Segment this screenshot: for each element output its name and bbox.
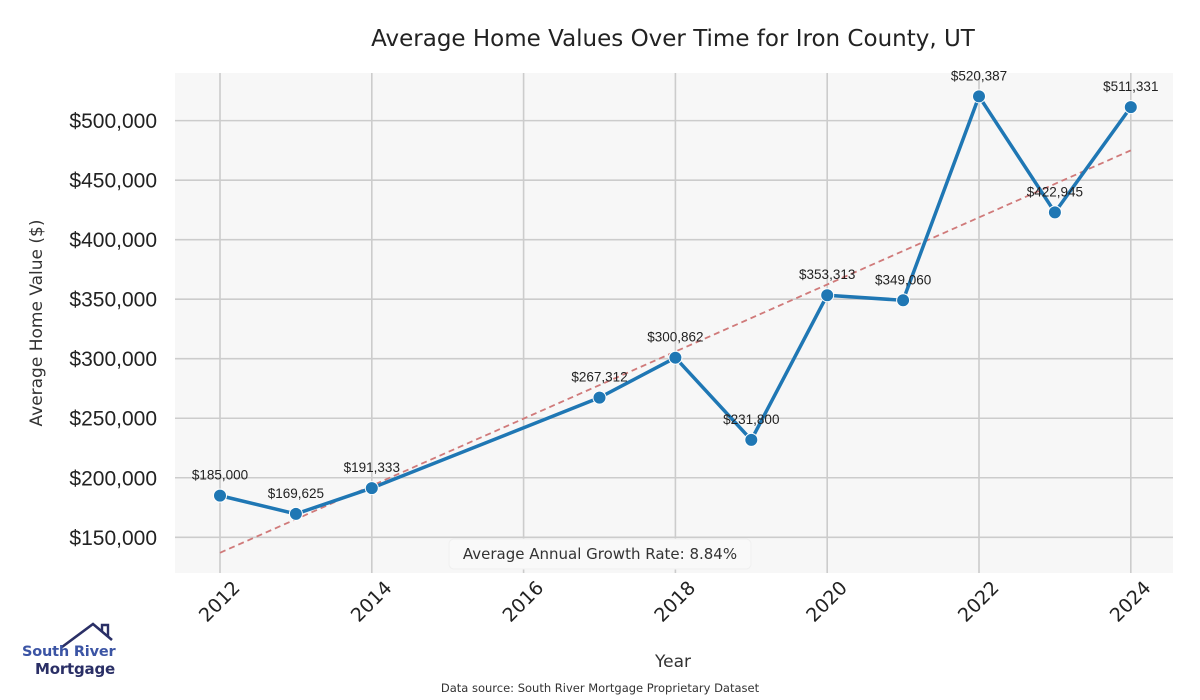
data-label: $169,625 [268, 486, 324, 501]
x-tick-label: 2014 [347, 577, 397, 627]
data-point [972, 89, 986, 104]
data-point [1123, 100, 1138, 115]
data-label: $520,387 [951, 68, 1007, 83]
data-label: $185,000 [192, 468, 248, 483]
x-tick-label: 2016 [498, 577, 548, 627]
y-tick-label: $250,000 [69, 408, 157, 431]
logo-line-2: Mortgage [35, 660, 115, 678]
x-tick-label: 2020 [802, 577, 852, 627]
chart-title: Average Home Values Over Time for Iron C… [371, 26, 976, 52]
y-tick-label: $300,000 [69, 348, 157, 371]
data-label: $349,060 [875, 272, 931, 287]
data-point [592, 390, 607, 405]
y-tick-label: $400,000 [69, 229, 157, 252]
data-point [820, 288, 835, 303]
data-point [364, 481, 379, 496]
data-point [744, 432, 759, 447]
gridlines [175, 73, 1173, 573]
y-tick-label: $200,000 [69, 467, 157, 490]
data-label: $267,312 [571, 370, 627, 385]
data-label: $300,862 [647, 330, 703, 345]
data-point [288, 506, 303, 521]
data-label: $511,331 [1103, 79, 1158, 94]
company-logo: South River Mortgage [18, 620, 128, 682]
data-point [1047, 205, 1062, 220]
x-tick-label: 2022 [954, 577, 1004, 627]
y-tick-label: $500,000 [69, 110, 157, 133]
y-axis-label: Average Home Value ($) [27, 220, 47, 427]
y-tick-label: $450,000 [69, 170, 157, 193]
y-tick-labels: $150,000 $200,000 $250,000 $300,000 $350,000… [69, 110, 157, 550]
data-label: $231,800 [723, 412, 779, 427]
house-roof-icon [61, 622, 113, 649]
annotation-text: Average Annual Growth Rate: 8.84% [463, 545, 737, 563]
annotation-box [448, 538, 752, 570]
data-label: $191,333 [344, 460, 400, 475]
data-label: $422,945 [1027, 184, 1083, 199]
logo-line-1: South River [22, 644, 116, 660]
source-note: Data source: South River Mortgage Propri… [441, 681, 760, 695]
data-labels-group: $185,000 $169,625 $191,333 $267,312 $300,862… [192, 68, 1159, 501]
data-point [668, 350, 683, 365]
x-tick-labels: 2012 2014 2016 2018 2020 2022 2024 [195, 577, 1156, 627]
series-group [213, 89, 1138, 521]
data-point [213, 488, 227, 503]
y-tick-label: $150,000 [69, 527, 157, 550]
data-point [896, 293, 911, 308]
x-axis-label: Year [654, 652, 691, 672]
x-tick-label: 2024 [1106, 577, 1156, 627]
plot-background [175, 73, 1173, 573]
x-tick-label: 2012 [195, 577, 245, 627]
y-tick-label: $350,000 [69, 289, 157, 312]
x-tick-label: 2018 [650, 577, 700, 627]
data-label: $353,313 [799, 267, 855, 282]
growth-rate-annotation: Average Annual Growth Rate: 8.84% [448, 538, 752, 570]
